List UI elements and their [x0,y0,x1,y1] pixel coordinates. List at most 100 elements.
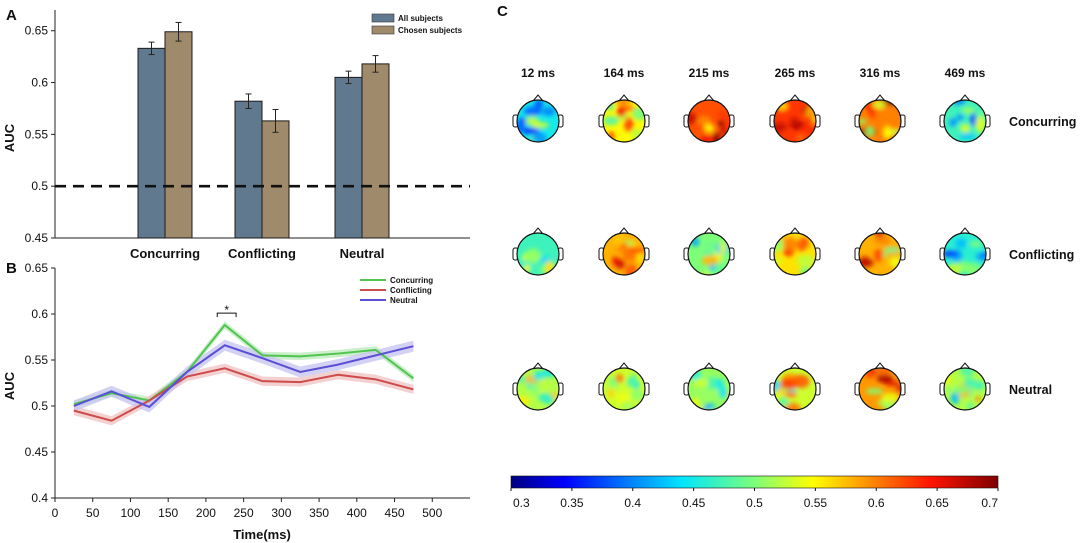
panel-b-x-tick-label: 250 [234,506,254,520]
panel-c-topomap-blob [776,101,789,112]
panel-c-topomap-blob [612,233,625,245]
panel-a-category-label: Neutral [340,246,385,261]
panel-c-nose [789,362,801,370]
panel-c-nose [703,94,715,102]
panel-c-topomap-blob [693,378,709,387]
panel-c-topomap-blob [625,264,638,275]
panel-b-legend-label: Neutral [390,296,418,305]
panel-a-legend-swatch [371,25,395,35]
panel-c-topomap-blob [875,109,893,119]
panel-a-y-axis-title: AUC [2,123,17,152]
panel-b-line-chart: AUC Time(ms) 0.4 0.45 0.5 0.55 0.6 0.65 0 50 100… [2,261,470,542]
panel-c-topomap [854,227,906,276]
panel-letter-a: A [6,7,17,24]
panel-a-y-tick-label: 0.5 [31,179,48,193]
panel-c-head-outline [516,367,560,411]
panel-c-time-label: 265 ms [775,66,816,80]
panel-b-y-tick-label: 0.4 [31,491,48,505]
panel-c-colorbar [510,475,999,489]
panel-c-topomap-blob [959,132,976,140]
panel-a-bar [234,100,263,239]
panel-c-topomap-blob [624,117,634,132]
panel-c-topomap-blob [792,374,810,389]
panel-c-topomap-blob [963,377,977,388]
panel-a-category-label: Concurring [130,246,200,261]
panel-c-nose [959,362,971,370]
panel-c-topomap-blob [524,248,542,264]
panel-c-topomap-blob [876,374,893,383]
panel-c-topomap-blob [956,113,964,121]
panel-b-legend-label: Conflicting [390,286,432,295]
panel-c-topomap [939,362,991,411]
panel-c-topomap-blob [882,125,893,140]
panel-c-topomap-blob [629,247,645,254]
panel-c-topomap-blob [530,382,538,397]
panel-c-topomap-blob [883,247,901,253]
panel-c-topomap [939,227,991,276]
panel-c-topomap-blob [873,247,884,262]
panel-c-head-outline [687,232,731,276]
panel-c-topomap-blob [784,391,797,398]
panel-c-topomap-blob [783,236,798,252]
panel-c-nose [959,94,971,102]
panel-c-head-outline [858,99,902,143]
panel-b-x-tick-label: 350 [309,506,329,520]
panel-c-head-outline [516,232,560,276]
panel-c-topomap-blob [688,370,702,381]
panel-b-y-tick-label: 0.45 [25,445,49,459]
panel-c-nose [703,362,715,370]
panel-c-head-outline [943,367,987,411]
panel-c-nose [789,227,801,235]
panel-c-topomap [598,362,650,411]
panel-c-row-label: Neutral [1009,383,1052,397]
panel-c-topomap-blob [965,402,974,410]
panel-c-colorbar-tick-label: 0.65 [925,496,949,510]
panel-b-series-line [73,367,414,422]
panel-c-colorbar-tick-label: 0.3 [513,496,530,510]
panel-c-topomap-blob [706,376,719,390]
panel-c-topomap-blob [717,120,725,127]
panel-c-topomap-blob [875,368,892,376]
panel-b-y-tick-label: 0.65 [25,261,49,275]
panel-c-time-label: 12 ms [521,66,555,80]
panel-c-topomap-blob [944,109,952,124]
panel-a-y-tick-label: 0.6 [31,76,48,90]
panel-b-x-tick-label: 200 [196,506,216,520]
panel-b-y-tick-label: 0.5 [31,399,48,413]
panel-c-topomap-blob [615,258,626,270]
panel-c-nose [703,227,715,235]
panel-c-nose [959,227,971,235]
panel-c-topomap [769,227,821,276]
panel-c-head-outline [687,99,731,143]
panel-c-time-label: 164 ms [604,66,645,80]
panel-c-colorbar-tick-label: 0.6 [868,496,885,510]
panel-c-colorbar-tick-label: 0.5 [746,496,763,510]
panel-c-topomap-blob [960,368,975,377]
panel-c-topomap-blob [784,402,802,410]
panel-c-head-outline [943,232,987,276]
panel-c-topomap-blob [696,115,712,126]
panel-b-y-tick-label: 0.6 [31,307,48,321]
panel-a-y-tick-label: 0.65 [25,24,49,38]
panel-c-topomap-blob [961,107,975,114]
panel-c-head-outline [602,99,646,143]
panel-a-category-label: Conflicting [228,246,296,261]
panel-c-topomap-blob [974,380,985,390]
panel-letter-b: B [6,260,17,277]
panel-c-topomap [683,362,735,411]
panel-c-topomap-blob [970,112,977,127]
panel-c-colorbar-tick-label: 0.35 [560,496,584,510]
panel-a-y-tick-label: 0.55 [25,127,49,141]
panel-b-legend-label: Concurring [390,276,433,285]
panel-c-topomap-blob [717,110,730,120]
panel-b-y-tick-label: 0.55 [25,353,49,367]
panel-c-topomap-blob [950,392,960,405]
panel-c-topomap-blob [881,392,900,403]
panel-c-topomap-blob [884,380,900,386]
panel-b-x-tick-label: 150 [158,506,178,520]
panel-c-nose [874,227,886,235]
panel-c-topomap-blob [620,401,634,410]
panel-a-bar [261,120,290,239]
panel-c-nose [532,362,544,370]
